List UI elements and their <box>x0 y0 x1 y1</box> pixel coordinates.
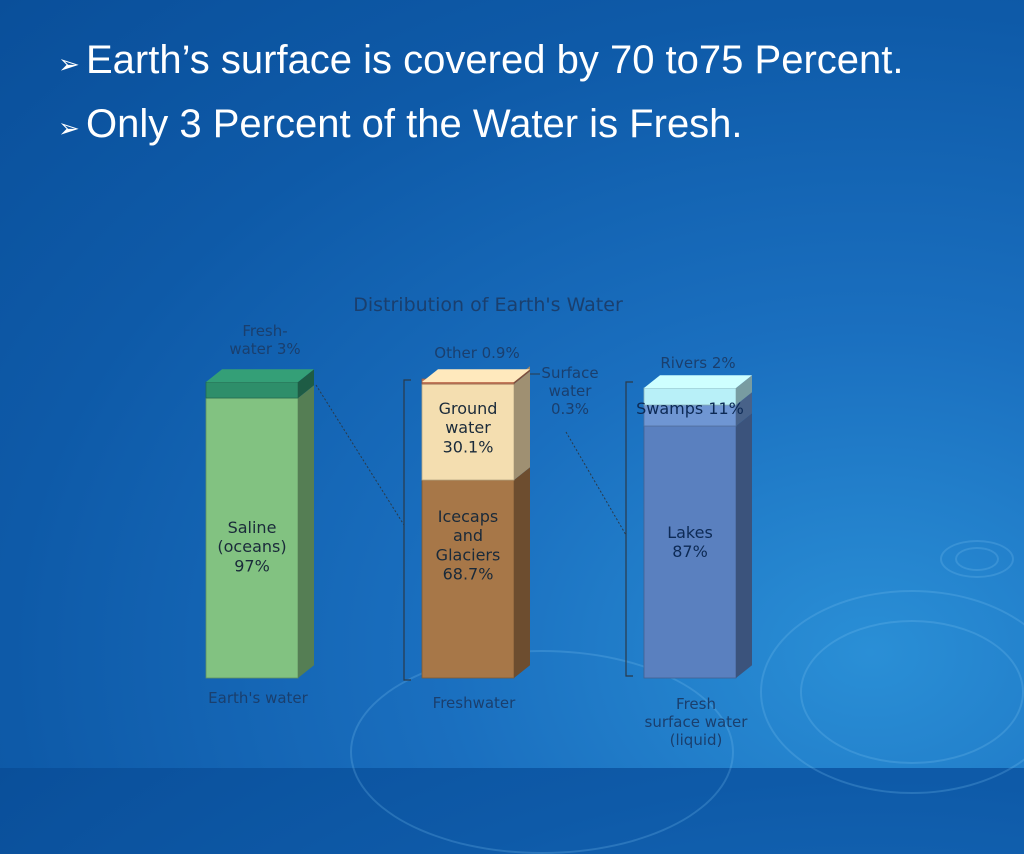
water-distribution-chart: Distribution of Earth's Water Saline (ocea… <box>205 294 752 749</box>
segment-callout-label: Other 0.9% <box>434 344 519 362</box>
segment-label: Swamps 11% <box>636 399 744 418</box>
column-label: Earth's water <box>208 689 309 707</box>
bar-segment-side <box>736 375 752 405</box>
bar-segment <box>421 479 515 679</box>
bullet-text: Only 3 Percent of the Water is Fresh. <box>86 102 743 146</box>
ripple-decoration <box>940 540 1014 578</box>
bar-segment-top <box>644 375 752 388</box>
arrowhead-icon: ➢ <box>58 113 80 143</box>
segment-callout-label: Surface water 0.3% <box>541 364 598 418</box>
segment-callout-label: Rivers 2% <box>660 354 735 372</box>
chart-column <box>421 366 530 679</box>
bar-segment-top <box>206 369 314 382</box>
bullet-list: ➢ Earth’s surface is covered by 70 to75 … <box>58 36 958 164</box>
ripple-decoration <box>800 620 1024 764</box>
arrowhead-icon: ➢ <box>58 49 80 79</box>
chart-title: Distribution of Earth's Water <box>353 294 623 316</box>
bar-segment-side <box>298 369 314 398</box>
segment-label: Icecaps and Glaciers 68.7% <box>436 507 501 584</box>
bullet-item: ➢ Earth’s surface is covered by 70 to75 … <box>58 36 958 88</box>
bar-segment-top <box>422 369 530 382</box>
bar-segment-side <box>736 392 752 426</box>
ripple-decoration <box>955 547 999 571</box>
column-label: Fresh surface water (liquid) <box>645 695 749 749</box>
segment-label: Lakes 87% <box>667 523 713 561</box>
bar-segment-side <box>514 371 530 480</box>
connector-line <box>315 384 405 526</box>
bar-segment-side <box>514 467 530 678</box>
bar-segment <box>421 383 515 481</box>
bar-segment <box>205 381 299 399</box>
chart-column <box>205 369 314 679</box>
bracket <box>625 381 633 677</box>
segment-label: Saline (oceans) 97% <box>217 518 286 575</box>
bar-segment <box>643 425 737 679</box>
chart-column <box>643 375 752 679</box>
segment-callout-label: Fresh-water 3% <box>229 322 300 358</box>
segment-label: Ground water 30.1% <box>439 399 498 456</box>
bracket <box>403 379 411 681</box>
bullet-item: ➢ Only 3 Percent of the Water is Fresh. <box>58 100 958 152</box>
bullet-text: Earth’s surface is covered by 70 to75 Pe… <box>86 38 904 82</box>
bar-segment <box>205 397 299 679</box>
bar-segment-side <box>736 413 752 678</box>
bar-segment-side <box>298 385 314 678</box>
column-label: Freshwater <box>433 694 516 712</box>
connector-line <box>565 431 627 536</box>
